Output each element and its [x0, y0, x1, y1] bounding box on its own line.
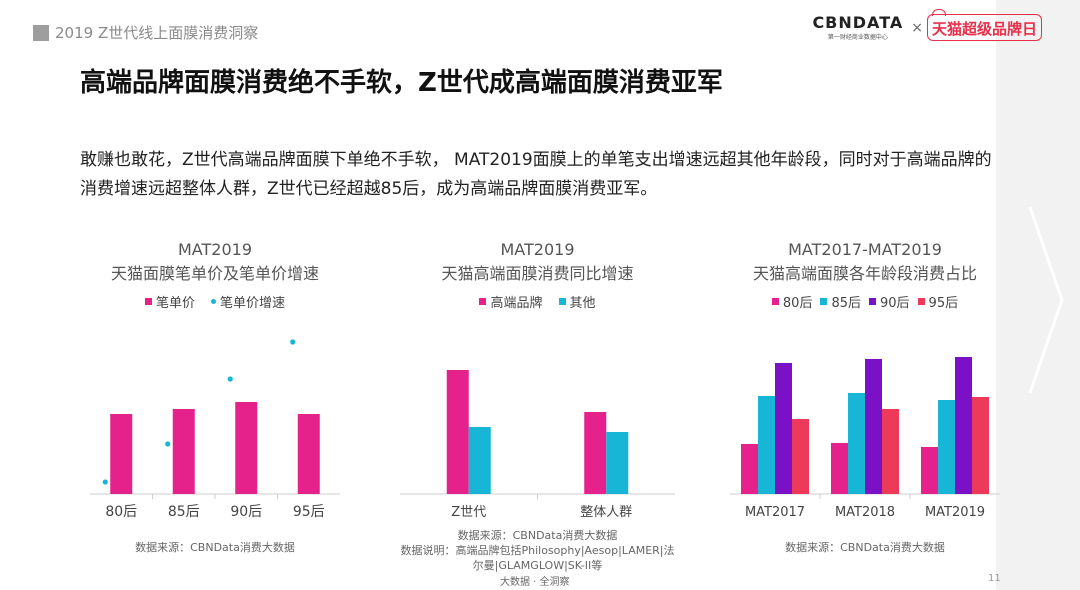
legend-swatch: [820, 298, 828, 305]
x-tick-label: 95后: [293, 504, 325, 520]
legend-item: 笔单价: [144, 292, 195, 311]
chart-1-source: 数据来源：CBNData消费大数据: [135, 541, 295, 554]
scatter-point: [165, 441, 171, 447]
legend-label: 笔单价: [155, 296, 195, 311]
bar: [848, 393, 865, 494]
chart-panel-1: MAT2019 天猫面膜笔单价及笔单价增速 笔单价 笔单价增速: [90, 238, 340, 311]
legend-label: 其他: [569, 296, 596, 311]
bar: [235, 402, 258, 494]
legend-swatch: [479, 298, 487, 305]
legend-item: 其他: [558, 292, 596, 311]
bar: [172, 409, 195, 494]
page-number: 11: [988, 573, 1001, 584]
bar: [938, 400, 955, 494]
report-header: 2019 Z世代线上面膜消费洞察: [33, 22, 258, 43]
bar: [831, 443, 848, 494]
legend-label: 95后: [928, 296, 959, 311]
x-tick-label: Z世代: [451, 505, 486, 520]
bar: [110, 414, 133, 494]
header-square-icon: [33, 24, 49, 41]
bar: [921, 447, 938, 494]
bar: [297, 414, 320, 494]
chart-3-title: MAT2017-MAT2019: [788, 240, 942, 259]
right-side-panel: [996, 0, 1080, 590]
bar: [468, 427, 491, 494]
legend-swatch: [869, 298, 876, 305]
chart-3-legend: 80后 85后 90后 95后: [730, 292, 1000, 311]
chart-1-subtitle: 天猫面膜笔单价及笔单价增速: [110, 264, 319, 283]
chart-1-title: MAT2019: [178, 240, 252, 259]
legend-label: 85后: [831, 296, 861, 311]
x-tick-label: 整体人群: [580, 505, 632, 520]
cbndata-logo: CBNDATA 第一财经商业数据中心: [812, 13, 904, 42]
bar: [972, 397, 989, 494]
legend-swatch-dot: [211, 299, 216, 304]
chart-2-note: 数据说明：高端品牌包括Philosophy|Aesop|LAMER|法尔曼|GL…: [400, 544, 675, 572]
bar: [606, 432, 629, 494]
legend-item: 80后: [771, 292, 813, 311]
chart-2-legend: 高端品牌 其他: [400, 292, 675, 311]
legend-swatch: [917, 298, 925, 305]
x-tick-label: 80后: [105, 504, 137, 520]
tmall-cat-ears-icon: [931, 9, 946, 16]
bar: [865, 359, 882, 494]
chart-1-plot: 80后 85后 90后 95后: [90, 339, 340, 520]
legend-swatch: [771, 298, 779, 305]
legend-item: 85后: [820, 292, 861, 311]
bar: [792, 419, 809, 494]
scatter-point: [290, 339, 296, 345]
legend-item: 笔单价增速: [211, 292, 285, 311]
bar: [955, 357, 972, 494]
chart-1-legend: 笔单价 笔单价增速: [90, 292, 340, 311]
legend-swatch-bar: [144, 298, 152, 305]
report-label: 2019 Z世代线上面膜消费洞察: [55, 24, 259, 42]
legend-item: 95后: [917, 292, 959, 311]
x-tick-label: 85后: [168, 504, 200, 520]
bar: [758, 396, 775, 494]
bar: [584, 412, 607, 494]
times-sign: ×: [911, 19, 923, 36]
x-tick-label: MAT2017: [745, 505, 805, 520]
legend-item: 90后: [869, 292, 910, 311]
chart-3-subtitle: 天猫高端面膜各年龄段消费占比: [752, 264, 977, 283]
x-tick-label: MAT2019: [925, 505, 985, 520]
page-title: 高端品牌面膜消费绝不手软，Z世代成高端面膜消费亚军: [80, 68, 723, 98]
legend-label: 高端品牌: [490, 296, 543, 311]
chart-3-source: 数据来源：CBNData消费大数据: [785, 541, 945, 554]
legend-label: 80后: [782, 296, 813, 311]
bar: [446, 370, 469, 494]
legend-item: 高端品牌: [479, 292, 543, 311]
chart-2-notes: 数据来源：CBNData消费大数据 数据说明：高端品牌包括Philosophy|…: [400, 528, 675, 573]
chart-panel-3: MAT2017-MAT2019 天猫高端面膜各年龄段消费占比 80后 85后 9…: [730, 238, 1000, 311]
bar: [775, 363, 792, 494]
scatter-point: [102, 479, 108, 485]
chart-2-subtitle: 天猫高端面膜消费同比增速: [441, 264, 634, 283]
x-tick-label: 90后: [230, 504, 262, 520]
tmall-super-brand-day-logo: 天猫超级品牌日: [926, 9, 1042, 41]
chart-2-plot: Z世代 整体人群: [400, 370, 675, 520]
chart-panel-2: MAT2019 天猫高端面膜消费同比增速 高端品牌 其他: [400, 238, 675, 311]
legend-label: 90后: [880, 296, 910, 311]
chart-2-source: 数据来源：CBNData消费大数据: [457, 529, 618, 542]
chart-3-plot: MAT2017 MAT2018 MAT2019: [730, 357, 1000, 520]
legend-swatch: [558, 298, 566, 305]
scatter-point: [227, 376, 233, 382]
chart-2-title: MAT2019: [500, 240, 575, 259]
next-chevron-icon[interactable]: [1026, 205, 1066, 395]
logos: CBNDATA 第一财经商业数据中心 × 天猫超级品牌日: [812, 9, 1042, 42]
legend-label: 笔单价增速: [220, 296, 286, 311]
bar: [882, 409, 899, 494]
page-description: 敢赚也敢花，Z世代高端品牌面膜下单绝不手软， MAT2019面膜上的单笔支出增速…: [80, 150, 992, 199]
bar: [741, 444, 758, 494]
x-tick-label: MAT2018: [835, 505, 895, 520]
footer-tagline: 大数据 · 全洞察: [500, 577, 570, 588]
